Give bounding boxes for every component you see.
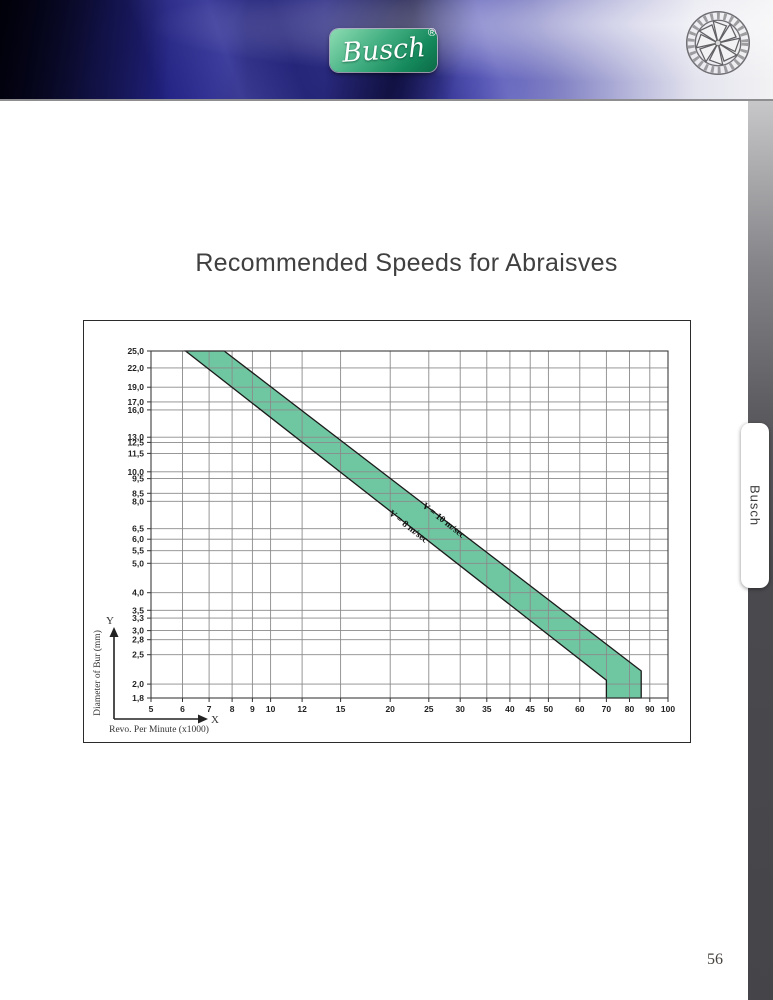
y-tick-label: 11,5 xyxy=(128,448,144,458)
y-tick-label: 5,0 xyxy=(132,558,144,568)
x-tick-label: 100 xyxy=(661,704,675,714)
y-tick-label: 6,5 xyxy=(132,524,144,534)
x-tick-label: 6 xyxy=(180,704,185,714)
header-divider xyxy=(0,99,773,101)
plot-border xyxy=(150,350,669,699)
y-tick-label: 10,0 xyxy=(127,467,144,477)
x-tick-label: 25 xyxy=(424,704,434,714)
x-tick-label: 10 xyxy=(266,704,276,714)
x-arrow-head xyxy=(198,714,208,724)
speed-band-fill xyxy=(185,351,642,698)
x-tick-label: 50 xyxy=(544,704,554,714)
x-tick-label: 15 xyxy=(336,704,346,714)
x-tick-label: 12 xyxy=(297,704,307,714)
x-tick-label: 35 xyxy=(482,704,492,714)
x-tick-label: 90 xyxy=(645,704,655,714)
page-title: Recommended Speeds for Abraisves xyxy=(195,249,618,277)
y-axis-letter: Y xyxy=(106,615,114,627)
y-tick-label: 12,5 xyxy=(127,437,144,447)
speed-chart: 5 6 7 8 9 10 12 15 20 25 30 35 40 45 50 60 70 80 90 100 25,0… xyxy=(92,346,675,735)
y-tick-label: 2,5 xyxy=(132,650,144,660)
y-tick-label: 25,0 xyxy=(127,346,144,356)
x-tick-label: 9 xyxy=(250,704,255,714)
page-number: 56 xyxy=(707,951,723,968)
y-tick-label: 9,5 xyxy=(132,474,144,484)
header-banner: Busch ® xyxy=(0,0,773,99)
y-axis-title: Diameter of Bur (mm) xyxy=(92,630,103,716)
y-tick-label: 22,0 xyxy=(127,363,144,373)
y-tick-label: 8,0 xyxy=(132,496,144,506)
y-tick-label: 17,0 xyxy=(127,397,144,407)
busch-logo: Busch ® xyxy=(330,27,437,72)
x-axis-title: Revo. Per Minute (x1000) xyxy=(109,724,209,735)
y-tick-label: 1,8 xyxy=(132,693,144,703)
busch-logo-text: Busch xyxy=(340,32,427,69)
y-tick-label: 6,0 xyxy=(132,534,144,544)
x-tick-label: 20 xyxy=(385,704,395,714)
x-axis-letter: X xyxy=(211,714,219,726)
y-tick-label: 5,5 xyxy=(132,546,144,556)
y-tick-label: 8,5 xyxy=(132,488,144,498)
busch-seal-icon xyxy=(685,10,751,76)
x-tick-label: 7 xyxy=(207,704,212,714)
chart-container: 5 6 7 8 9 10 12 15 20 25 30 35 40 45 50 60 70 80 90 100 25,0… xyxy=(83,320,691,743)
x-tick-label: 5 xyxy=(149,704,154,714)
busch-side-tab: Busch xyxy=(741,423,769,588)
y-tick-label: 2,0 xyxy=(132,679,144,689)
y-tick-label: 19,0 xyxy=(127,382,144,392)
x-tick-label: 45 xyxy=(525,704,535,714)
y-tick-label: 3,5 xyxy=(132,605,144,615)
y-tick-label: 13,0 xyxy=(127,432,144,442)
y-tick-label: 3,0 xyxy=(132,626,144,636)
registered-trademark-icon: ® xyxy=(427,27,436,39)
x-tick-label: 30 xyxy=(455,704,465,714)
x-tick-label: 80 xyxy=(625,704,635,714)
x-tick-label: 40 xyxy=(505,704,515,714)
x-tick-label: 8 xyxy=(230,704,235,714)
x-tick-label: 70 xyxy=(602,704,612,714)
y-tick-label: 16,0 xyxy=(127,405,144,415)
side-tab-label: Busch xyxy=(747,484,763,527)
y-tick-label: 3,3 xyxy=(132,613,144,623)
y-arrow-head xyxy=(109,627,119,637)
x-tick-label: 60 xyxy=(575,704,585,714)
y-tick-label: 2,8 xyxy=(132,635,144,645)
y-tick-label: 4,0 xyxy=(132,588,144,598)
